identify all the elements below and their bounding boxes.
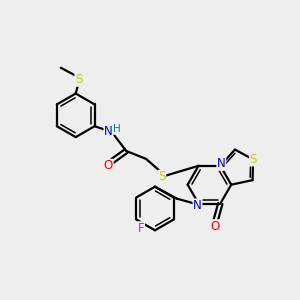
Text: N: N xyxy=(104,125,113,138)
Text: S: S xyxy=(75,73,82,86)
Text: O: O xyxy=(211,220,220,233)
Text: S: S xyxy=(158,170,166,183)
Text: N: N xyxy=(217,157,226,170)
Text: S: S xyxy=(250,153,257,166)
Text: N: N xyxy=(193,199,202,212)
Text: F: F xyxy=(138,222,144,235)
Text: H: H xyxy=(113,124,121,134)
Text: O: O xyxy=(104,159,113,172)
